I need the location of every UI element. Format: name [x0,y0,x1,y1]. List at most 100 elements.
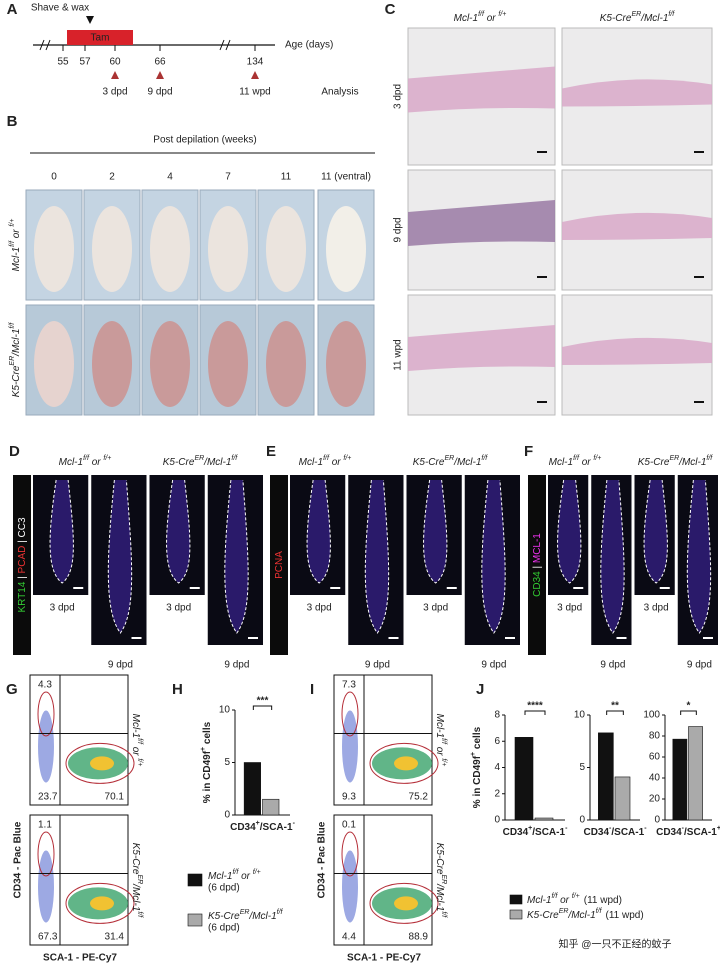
panel-title: Post depilation (weeks) [153,135,256,146]
tissue [562,212,712,240]
text-segment: or [329,457,343,468]
row-label: K5-CreER/Mcl-1f/f [434,843,446,919]
text-segment: /Mcl-1 [11,329,22,357]
density [38,710,54,783]
time-label: 9 dpd [600,660,625,671]
text-segment: or [130,744,141,758]
text-segment: % in CD49f [472,755,483,808]
x-tick-label: CD34+/SCA-1- [230,820,295,832]
density [38,850,54,923]
legend-label: (6 dpd) [208,883,240,894]
axis-label: CD34 - Pac Blue [13,821,24,898]
timepoint: 3 dpd [102,87,127,98]
time-label: 3 dpd [50,603,75,614]
text-segment: Mcl-1 [527,895,551,906]
text-segment: - [293,820,296,827]
text-segment: f/f [277,909,284,916]
text-segment: f/f [9,322,16,329]
text-segment: f/+ [343,455,351,462]
arrow [86,16,94,24]
text-segment: cells [472,726,483,751]
mouse [92,321,132,407]
mouse [92,206,132,292]
text-segment: K5-Cre [638,457,670,468]
text-segment: Mcl-1 [130,714,141,738]
text-segment: K5-Cre [413,457,445,468]
text-segment: f/f [596,908,603,915]
legend-swatch [187,873,203,887]
analysis-marker [111,71,119,79]
text-segment: CD34 [656,827,682,838]
text-segment: or [238,871,252,882]
panel-label: H [172,681,183,698]
scale-bar [537,276,547,278]
scale-bar [616,637,627,639]
text-segment: or [89,457,103,468]
text-segment: ER [440,874,447,884]
tam-bar [67,30,133,45]
y-tick-label: 2 [494,788,500,799]
quadrant-value: 88.9 [409,932,429,943]
text-segment: + [256,820,260,827]
follicle-outline [600,479,625,634]
time-label: 9 dpd [365,660,390,671]
y-tick-label: 5 [224,757,230,768]
text-segment: /Mcl-1 [434,883,445,911]
x-tick-label: CD34+/SCA-1- [503,825,568,837]
panel-label: D [9,443,20,460]
scale-bar [703,637,713,639]
axis-break [39,39,51,51]
text-segment: /Mcl-1 [567,910,595,921]
age-tick: 55 [57,57,69,68]
follicle-outline [224,479,249,634]
column-header: Mcl-1f/f or f/+ [454,11,507,23]
watermark: 知乎 @一只不正经的蚊子 [559,938,672,951]
text-segment: PCNA [274,551,285,579]
age-tick: 60 [109,57,121,68]
tam-label: Tam [91,33,110,44]
text-segment: f/+ [136,758,143,766]
text-segment: Mcl-1 [11,247,22,271]
column-label: 7 [225,172,231,183]
text-segment: CD34 [230,822,256,833]
text-segment: PCAD [17,546,28,574]
row-label: K5-CreER/Mcl-1f/f [130,843,142,919]
text-segment: or [557,895,571,906]
channel-strip [270,475,288,655]
panel-label: E [266,443,276,460]
panel-label: B [7,113,18,130]
y-tick-label: 0 [224,810,230,821]
mouse [34,206,74,292]
mouse [150,321,190,407]
row-label: 11 wpd [393,339,404,371]
text-segment: /SCA-1 [260,822,293,833]
column-header: K5-CreER/Mcl-1f/f [163,455,239,467]
panel-label: J [476,681,484,698]
text-segment: MCL-1 [532,533,543,563]
text-segment: + [200,747,207,751]
scale-bar [694,151,704,153]
panel-label: C [385,1,396,18]
quadrant-value: 31.4 [105,932,125,943]
tissue [562,79,712,107]
text-segment: f/f [9,240,16,247]
analysis-label: Analysis [321,87,358,98]
text-segment: | [17,573,28,581]
scale-bar [248,637,258,639]
text-segment: or [484,13,498,24]
text-segment: f/f [573,455,580,462]
bar [614,776,631,821]
analysis-marker [156,71,164,79]
axis-label: Age (days) [285,40,333,51]
significance: *** [257,696,269,707]
follicle-outline [306,479,331,584]
column-header: K5-CreER/Mcl-1f/f [600,11,676,23]
text-segment: f/f [478,11,485,18]
significance: * [687,701,691,712]
text-segment: f/f [136,738,143,745]
text-segment: /SCA-1 [532,827,565,838]
channel-label: PCNA [274,551,285,579]
scale-bar [330,587,341,589]
text-segment: Mcl-1 [454,13,478,24]
follicle-outline [166,479,191,584]
